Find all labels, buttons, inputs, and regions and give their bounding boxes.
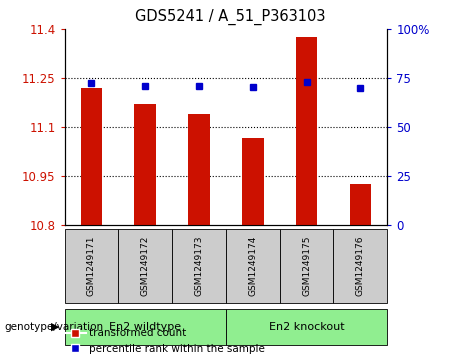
Text: genotype/variation: genotype/variation	[5, 322, 104, 332]
Text: GSM1249176: GSM1249176	[356, 236, 365, 296]
Bar	[188, 114, 210, 225]
Bar	[296, 37, 317, 225]
Text: GSM1249173: GSM1249173	[195, 236, 203, 296]
Text: ▶: ▶	[51, 322, 59, 332]
Text: GDS5241 / A_51_P363103: GDS5241 / A_51_P363103	[135, 9, 326, 25]
Bar	[349, 184, 371, 225]
Bar	[81, 88, 102, 225]
Legend: transformed count, percentile rank within the sample: transformed count, percentile rank withi…	[60, 324, 269, 358]
Text: En2 wildtype: En2 wildtype	[109, 322, 181, 332]
Text: GSM1249171: GSM1249171	[87, 236, 96, 296]
Text: GSM1249174: GSM1249174	[248, 236, 257, 296]
Bar	[242, 138, 264, 225]
Text: GSM1249172: GSM1249172	[141, 236, 150, 296]
Text: GSM1249175: GSM1249175	[302, 236, 311, 296]
Text: En2 knockout: En2 knockout	[269, 322, 344, 332]
Bar	[135, 104, 156, 225]
